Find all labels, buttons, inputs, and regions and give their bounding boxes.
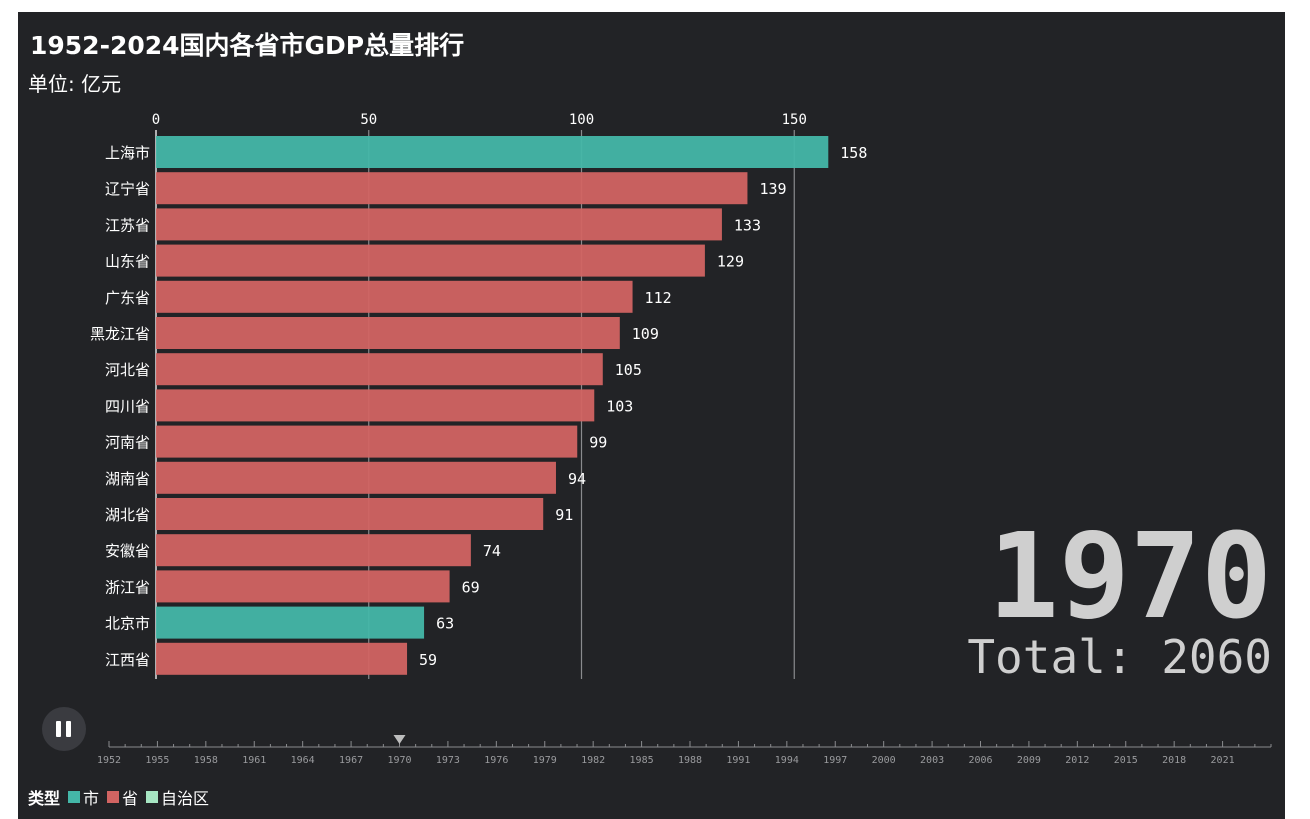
legend-item-autonomous[interactable]: 自治区 (146, 785, 209, 809)
timeline-year-label: 2012 (1065, 755, 1089, 766)
value-label: 69 (462, 578, 480, 596)
bar (156, 606, 425, 639)
bar (156, 208, 722, 241)
value-label: 133 (734, 216, 761, 234)
value-label: 74 (483, 542, 501, 560)
timeline-year-label: 1970 (387, 755, 411, 766)
category-label: 江苏省 (105, 216, 150, 234)
bar-chart: 上海市 158 辽宁省 139 江苏省 133 山东省 129 广东省 112 黑龙江省 109 河北省… (90, 112, 1272, 766)
category-label: 辽宁省 (105, 180, 150, 198)
legend-label-province: 省 (122, 789, 139, 808)
legend-swatch-city (68, 791, 81, 803)
category-label: 湖南省 (105, 470, 150, 488)
bar (156, 425, 578, 458)
bar (156, 353, 603, 386)
category-label: 上海市 (105, 144, 150, 162)
legend-item-province[interactable]: 省 (107, 785, 138, 809)
bar (156, 570, 450, 603)
timeline-year-label: 1988 (678, 755, 702, 766)
timeline-handle-icon[interactable] (393, 735, 406, 744)
timeline-year-label: 1982 (581, 755, 605, 766)
timeline-year-label: 1967 (339, 755, 363, 766)
chart-panel: 1952-2024国内各省市GDP总量排行 单位: 亿元 上海市 158 辽宁省 13… (18, 12, 1285, 819)
bar (156, 642, 408, 675)
year-display: 1970 (988, 507, 1272, 645)
value-label: 59 (419, 651, 437, 669)
category-label: 湖北省 (105, 506, 150, 524)
timeline-year-label: 1964 (291, 755, 315, 766)
category-label: 江西省 (105, 651, 150, 669)
x-tick-label: 150 (782, 112, 807, 128)
legend-swatch-autonomous (146, 791, 159, 803)
chart-subtitle: 单位: 亿元 (28, 72, 122, 96)
timeline-year-label: 2018 (1162, 755, 1186, 766)
category-label: 黑龙江省 (90, 325, 150, 343)
value-label: 112 (645, 289, 672, 307)
category-label: 山东省 (105, 253, 150, 271)
value-label: 158 (840, 144, 867, 162)
value-label: 129 (717, 253, 744, 271)
legend-label-autonomous: 自治区 (161, 789, 210, 808)
x-tick-label: 50 (360, 112, 377, 128)
category-label: 四川省 (105, 397, 150, 415)
timeline-year-label: 1973 (436, 755, 460, 766)
timeline-year-label: 1985 (630, 755, 654, 766)
timeline-year-label: 2021 (1211, 755, 1235, 766)
value-label: 91 (555, 506, 573, 524)
pause-icon (56, 721, 61, 737)
timeline-year-label: 1979 (533, 755, 557, 766)
category-label: 浙江省 (105, 578, 150, 596)
timeline-year-label: 1955 (145, 755, 169, 766)
timeline-year-label: 1958 (194, 755, 218, 766)
category-label: 北京市 (105, 615, 150, 633)
x-tick-label: 0 (152, 112, 160, 128)
pause-button[interactable] (42, 707, 86, 751)
total-display: Total: 2060 (967, 630, 1272, 684)
legend-swatch-province (107, 791, 120, 803)
bar (156, 389, 595, 422)
timeline-year-label: 1994 (775, 755, 799, 766)
value-label: 109 (632, 325, 659, 343)
timeline-year-label: 1976 (484, 755, 508, 766)
legend-label-city: 市 (83, 789, 100, 808)
category-label: 河南省 (105, 434, 150, 452)
value-label: 94 (568, 470, 586, 488)
value-label: 103 (606, 397, 633, 415)
legend-item-city[interactable]: 市 (68, 785, 99, 809)
category-label: 安徽省 (105, 542, 150, 560)
value-label: 105 (615, 361, 642, 379)
timeline-year-label: 1997 (823, 755, 847, 766)
timeline-year-label: 2015 (1114, 755, 1138, 766)
chart-title: 1952-2024国内各省市GDP总量排行 (30, 31, 465, 60)
value-label: 63 (436, 615, 454, 633)
bar (156, 172, 748, 205)
timeline-year-label: 2003 (920, 755, 944, 766)
timeline-year-label: 2009 (1017, 755, 1041, 766)
x-tick-label: 100 (569, 112, 594, 128)
category-label: 广东省 (105, 289, 150, 307)
bar (156, 317, 620, 349)
bar (156, 534, 471, 567)
timeline-year-label: 1961 (242, 755, 266, 766)
pause-icon-bar (66, 721, 71, 737)
category-label: 河北省 (105, 361, 150, 379)
timeline-year-label: 1952 (97, 755, 121, 766)
timeline-year-label: 2000 (872, 755, 896, 766)
bar (156, 461, 556, 494)
bar (156, 244, 705, 277)
legend-title: 类型 (28, 789, 61, 808)
bar (156, 498, 544, 530)
timeline-year-label: 1991 (726, 755, 750, 766)
value-label: 99 (589, 434, 607, 452)
timeline-year-label: 2006 (968, 755, 992, 766)
bar (156, 280, 633, 313)
bar (156, 136, 829, 168)
legend: 类型 市 省 自治区 (28, 785, 213, 809)
value-label: 139 (759, 180, 786, 198)
